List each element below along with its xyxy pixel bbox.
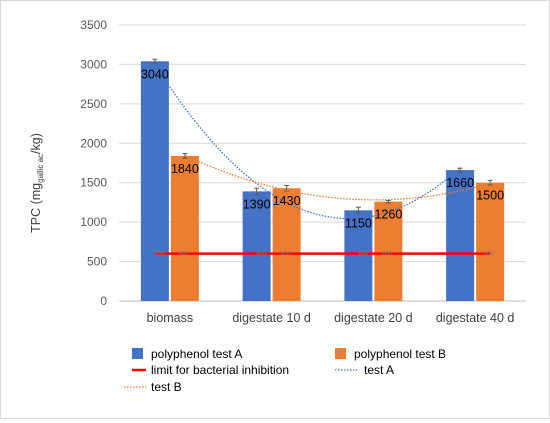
bar [272, 188, 301, 301]
limit-value-label: 600 [155, 252, 166, 258]
y-axis-label-suffix: /kg) [29, 133, 43, 154]
limit-line-group: 600 600 600 600 600 600 600 [155, 252, 495, 258]
legend-swatch-series-a [132, 348, 143, 359]
category-label: digestate 40 d [436, 311, 515, 325]
bar [374, 201, 403, 301]
y-tick-label: 1000 [80, 215, 107, 229]
category-labels: biomass digestate 10 d digestate 20 d diges… [147, 311, 515, 325]
y-tick-label: 3500 [80, 18, 107, 32]
data-labels: 3040 1390 1150 1660 1840 1430 1260 1500 [141, 67, 504, 230]
category-label: digestate 10 d [232, 311, 311, 325]
data-label: 1390 [243, 197, 271, 211]
bar [242, 191, 271, 301]
bar [446, 170, 475, 301]
data-label: 1500 [476, 189, 504, 203]
legend-label-limit: limit for bacterial inhibition [151, 363, 289, 377]
limit-value-label: 600 [358, 252, 369, 258]
y-tick-label: 2000 [80, 136, 107, 150]
data-label: 1150 [345, 216, 372, 230]
limit-value-label: 600 [257, 252, 268, 258]
y-tick-label: 3000 [80, 57, 107, 71]
data-label: 3040 [141, 67, 169, 81]
category-label: digestate 20 d [334, 311, 413, 325]
limit-value-label: 600 [281, 252, 292, 258]
data-label: 1260 [374, 208, 402, 222]
bar [140, 61, 169, 301]
bar [170, 155, 199, 301]
y-tick-label: 1500 [80, 176, 107, 190]
legend-label-trend-b: test B [151, 380, 182, 394]
bar [476, 182, 505, 301]
bar [344, 210, 373, 301]
category-label: biomass [147, 311, 194, 325]
trendline [184, 154, 491, 201]
trendline [154, 63, 461, 220]
limit-value-label: 600 [382, 252, 393, 258]
legend-label-series-b: polyphenol test B [354, 347, 446, 361]
data-label: 1840 [171, 162, 199, 176]
legend-label-trend-a: test A [364, 363, 394, 377]
y-tick-label: 500 [87, 255, 107, 269]
y-axis-label-prefix: TPC (mg [29, 183, 43, 233]
limit-value-label: 600 [179, 252, 190, 258]
data-label: 1430 [273, 194, 301, 208]
bars [140, 58, 505, 301]
y-tick-label: 2500 [80, 97, 107, 111]
trendlines [154, 63, 491, 220]
y-tick-labels: 0 500 1000 1500 2000 2500 3000 3500 [80, 18, 107, 308]
y-axis-label-sub: gallic ac [36, 154, 45, 183]
y-axis-label: TPC (mggallic ac/kg) [29, 133, 45, 233]
legend: polyphenol test A polyphenol test B limi… [124, 347, 446, 394]
limit-value-label: 600 [484, 252, 495, 258]
legend-label-series-a: polyphenol test A [151, 347, 242, 361]
data-label: 1660 [446, 176, 474, 190]
legend-swatch-series-b [335, 348, 346, 359]
y-tick-label: 0 [100, 294, 107, 308]
